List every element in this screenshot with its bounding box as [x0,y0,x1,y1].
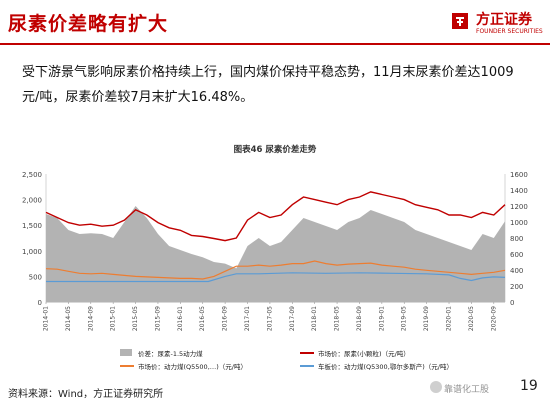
x-tick-label: 2020-01 [446,306,453,331]
series-coal_contract-line [46,272,506,283]
series-spread-area [46,206,505,302]
y-right-tick-label: 400 [510,267,523,275]
y-left-tick-label: 500 [29,273,42,281]
x-tick-label: 2017-01 [244,306,251,331]
page-number: 19 [520,378,538,394]
x-tick-label: 2019-01 [378,306,385,331]
x-tick-label: 2016-09 [222,306,229,331]
y-left-tick-label: 2,000 [22,197,42,205]
y-right-tick-label: 0 [510,299,514,307]
x-tick-label: 2018-09 [356,306,363,331]
series-urea-line [45,191,506,242]
x-tick-label: 2018-01 [311,306,318,331]
wechat-icon [430,381,442,393]
legend-label-urea: 市场价：尿素(小颗粒)（元/吨） [318,349,410,358]
legend-label-spread: 价差：尿素-1.5动力煤 [138,349,203,358]
x-tick-label: 2015-05 [132,306,139,331]
legend-label-coal_contract: 车板价：动力煤(Q5300,鄂尔多斯产)（元/吨） [318,362,453,371]
x-tick-label: 2019-09 [423,306,430,331]
x-tick-label: 2014-01 [43,306,50,331]
title-bar: 尿素价差略有扩大 方正证券 FOUNDER SECURITIES [0,0,550,45]
page-title: 尿素价差略有扩大 [8,13,169,35]
x-tick-label: 2018-05 [334,306,341,331]
spread-chart: 0 500 1,000 1,500 2,000 2,500 0 200 400 600 800 100… [22,171,528,371]
y-right-tick-label: 800 [510,235,523,243]
x-tick-label: 2017-09 [289,306,296,331]
chart-title: 图表46 尿素价差走势 [233,145,317,155]
logo-chinese-name: 方正证券 [476,12,532,28]
y-right-tick-label: 200 [510,283,523,291]
body-line-1: 受下游景气影响尿素价格持续上行，国内煤价保持平稳态势，11月末尿素价差达1009 [22,65,514,80]
y-right-tick-label: 1200 [510,203,528,211]
y-left-tick-label: 1,000 [22,248,42,256]
logo-english-name: FOUNDER SECURITIES [476,28,543,35]
x-tick-label: 2020-09 [490,306,497,331]
y-right-tick-label: 1600 [510,171,528,179]
legend-label-coal: 市场价：动力煤(Q5500,…)（元/吨） [138,362,247,371]
x-tick-label: 2016-01 [177,306,184,331]
title-divider [0,43,550,45]
x-tick-label: 2016-05 [199,306,206,331]
y-right-tick-label: 1400 [510,187,528,195]
legend-swatch-spread [120,349,132,356]
x-tick-label: 2019-05 [401,306,408,331]
series-coal-line [45,260,506,280]
x-tick-label: 2014-09 [87,306,94,331]
x-tick-label: 2017-05 [266,306,273,331]
founder-securities-logo: 方正证券 FOUNDER SECURITIES [448,8,548,40]
y-left-tick-label: 1,500 [22,222,42,230]
y-right-tick-label: 1000 [510,219,528,227]
founder-logo-icon [452,13,468,29]
x-tick-label: 2014-05 [65,306,72,331]
source-note: 资料来源：Wind，方正证券研究所 [8,389,164,400]
body-paragraph: 受下游景气影响尿素价格持续上行，国内煤价保持平稳态势，11月末尿素价差达1009… [22,60,542,110]
y-left-tick-label: 0 [38,299,42,307]
x-tick-label: 2015-01 [110,306,117,331]
body-line-2: 元/吨，尿素价差较7月末扩大16.48%。 [22,90,254,105]
x-tick-label: 2020-05 [468,306,475,331]
y-left-tick-label: 2,500 [22,171,42,179]
watermark: 靠谱化工股 [444,385,490,395]
x-tick-label: 2015-09 [154,306,161,331]
y-right-tick-label: 600 [510,251,523,259]
